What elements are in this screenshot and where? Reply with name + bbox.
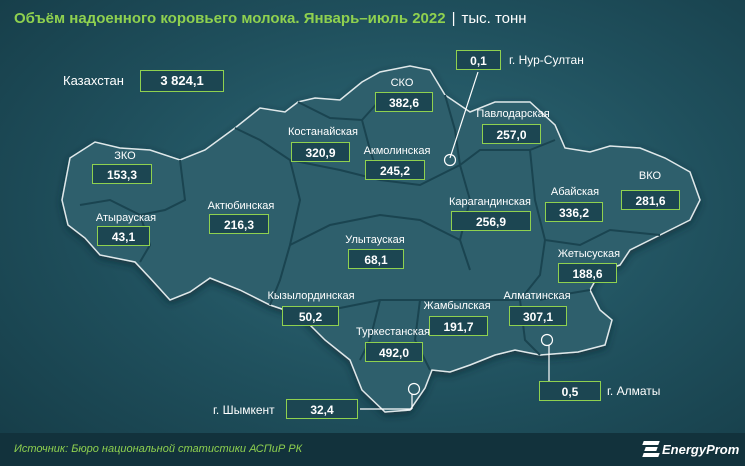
region-value-aktobe: 216,3: [209, 214, 269, 234]
region-value-pavlodar: 257,0: [482, 124, 541, 144]
city-value-shymkent: 32,4: [286, 399, 358, 419]
region-label-karaganda: Карагандинская: [449, 196, 531, 208]
city-label-shymkent: г. Шымкент: [213, 403, 275, 417]
chart-title: Объём надоенного коровьего молока. Январ…: [14, 10, 527, 27]
region-label-pavlodar: Павлодарская: [476, 108, 550, 120]
region-label-kostanay: Костанайская: [287, 126, 359, 138]
region-value-atyrau: 43,1: [97, 226, 150, 246]
city-label-almaty: г. Алматы: [607, 384, 661, 398]
region-label-atyrau: Атырауская: [95, 212, 157, 224]
region-value-kyzylorda: 50,2: [282, 306, 339, 326]
region-label-almaty-reg: Алматинская: [503, 290, 571, 302]
region-value-zko: 153,3: [92, 164, 152, 184]
region-value-zhetysu: 188,6: [558, 263, 617, 283]
region-value-sko: 382,6: [375, 92, 433, 112]
city-value-nur-sultan: 0,1: [456, 50, 501, 70]
city-value-almaty: 0,5: [539, 381, 601, 401]
region-value-almaty-reg: 307,1: [509, 306, 567, 326]
region-value-karaganda: 256,9: [451, 211, 531, 231]
region-value-abay: 336,2: [545, 202, 603, 222]
region-value-turkestan: 492,0: [365, 342, 423, 362]
region-label-turkestan: Туркестанская: [356, 326, 430, 338]
region-borders: [79, 94, 661, 371]
region-value-zhambyl: 191,7: [429, 316, 488, 336]
energyprom-logo: EnergyProm: [642, 440, 740, 458]
total-label: Казахстан: [63, 73, 124, 88]
title-unit: тыс. тонн: [461, 10, 527, 27]
city-label-nur-sultan: г. Нур-Султан: [509, 53, 584, 67]
region-label-akmola: Акмолинская: [363, 145, 431, 157]
region-label-aktobe: Актюбинская: [207, 200, 275, 212]
city-markers: [360, 71, 554, 410]
region-value-kostanay: 320,9: [291, 142, 350, 162]
region-label-zhambyl: Жамбылская: [423, 300, 491, 312]
region-label-kyzylorda: Кызылординская: [267, 290, 355, 302]
logo-bolt-icon: [642, 440, 660, 458]
total-value: 3 824,1: [140, 70, 224, 92]
region-value-ulytau: 68,1: [348, 249, 404, 269]
region-label-abay: Абайская: [550, 186, 600, 198]
region-value-akmola: 245,2: [365, 160, 425, 180]
logo-text: EnergyProm: [662, 441, 740, 457]
title-text: Объём надоенного коровьего молока. Январ…: [14, 10, 446, 27]
region-label-zhetysu: Жетысуская: [557, 248, 621, 260]
region-label-ulytau: Улытауская: [345, 234, 405, 246]
source-note: Источник: Бюро национальной статистики А…: [14, 443, 303, 455]
title-separator: |: [451, 10, 456, 27]
region-label-sko: СКО: [390, 77, 414, 89]
footer-bar: [0, 433, 745, 466]
region-label-vko: ВКО: [638, 170, 662, 182]
region-value-vko: 281,6: [621, 190, 680, 210]
region-label-zko: ЗКО: [114, 150, 136, 162]
